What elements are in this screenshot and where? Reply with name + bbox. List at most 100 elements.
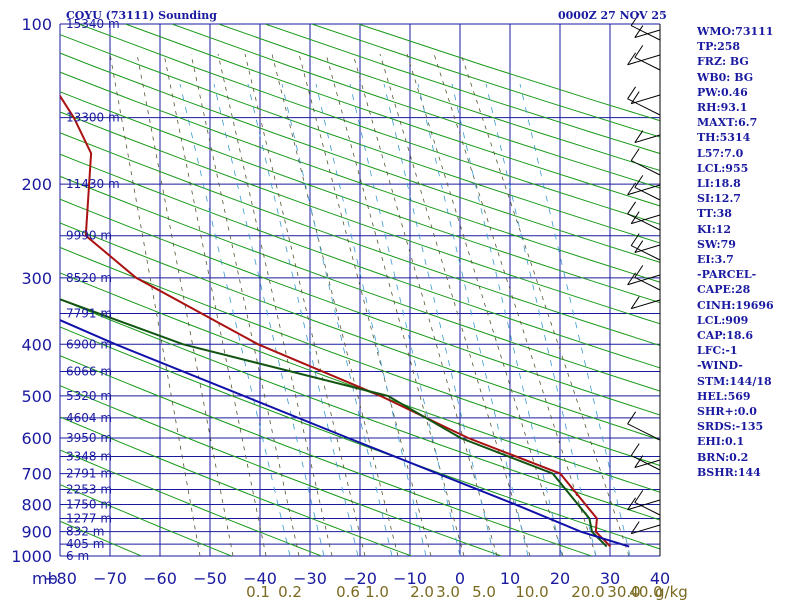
height-label: 6900 m [66, 337, 112, 351]
temperature-tick-label: −70 [93, 569, 127, 588]
index-item: PW:0.46 [697, 85, 748, 99]
temperature-tick-label: 30 [600, 569, 620, 588]
temperature-tick-label: −30 [293, 569, 327, 588]
index-item: TH:5314 [697, 131, 751, 145]
index-item: LCL:955 [697, 161, 749, 175]
mixing-ratio-line [417, 83, 529, 556]
mixing-ratio-label: 1.0 [365, 583, 389, 600]
wind-barb [634, 134, 661, 144]
index-item: BSHR:144 [697, 465, 761, 479]
wind-barb [627, 213, 661, 231]
temperature-tick-label: −80 [43, 569, 77, 588]
mixing-ratio-label: 0.1 [246, 583, 270, 600]
height-label: 7791 m [66, 306, 112, 320]
wind-barb-feather [630, 521, 640, 534]
wind-barb [634, 186, 661, 201]
temperature-tick-label: 10 [500, 569, 520, 588]
wind-barb-feather [634, 25, 644, 38]
temperature-tick-label: 20 [550, 569, 570, 588]
temperature-tick-label: −60 [143, 569, 177, 588]
wind-barb [634, 56, 661, 71]
wind-barb [630, 455, 661, 471]
index-item: SRDS:-135 [697, 420, 764, 434]
dry-adiabat-line [60, 246, 660, 467]
wind-barb [627, 274, 661, 286]
temperature-tick-label: −50 [193, 569, 227, 588]
x-axis-unit-label: mb [32, 569, 58, 588]
mixing-ratio-line [519, 83, 631, 556]
dry-adiabat-line [60, 326, 660, 550]
pressure-tick-label: 600 [21, 429, 52, 448]
index-item: EHI:0.1 [697, 435, 745, 449]
index-item: FRZ: BG [697, 55, 749, 69]
mixing-ratio-label: 0.6 [336, 583, 360, 600]
wind-barb [630, 245, 661, 261]
sounding-time: 0000Z 27 NOV 25 [558, 9, 667, 22]
wind-barb-feather [627, 86, 637, 100]
mixing-ratio-line [383, 83, 495, 556]
mixing-ratio-line [281, 83, 393, 556]
height-label: 2253 m [66, 483, 112, 497]
height-label: 4604 m [66, 411, 112, 425]
pressure-tick-label: 200 [21, 175, 52, 194]
dry-adiabat-line [60, 52, 660, 263]
wind-barb [627, 54, 661, 66]
temperature-tick-label: −40 [243, 569, 277, 588]
wind-barb [627, 184, 661, 196]
height-label: 6 m [66, 549, 89, 563]
moist-adiabat-line [217, 53, 333, 556]
pressure-tick-label: 1000 [11, 547, 52, 566]
index-item: CAP:18.6 [697, 329, 754, 343]
mixing-ratio-line [451, 83, 563, 556]
mixing-ratio-line [213, 83, 325, 556]
wind-barb-feather [634, 175, 644, 188]
sounding-indices: WMO:73111 TP:258 FRZ: BG WB0: BG PW:0.46 RH:9… [697, 24, 774, 480]
dry-adiabat-line [60, 91, 660, 304]
height-label: 13300 m [66, 111, 120, 125]
index-item: SI:12.7 [697, 192, 741, 206]
height-label: 3950 m [66, 431, 112, 445]
wind-barb [627, 423, 661, 441]
wind-barb [627, 98, 661, 116]
moist-adiabat-line [460, 53, 630, 556]
dewpoint-line [60, 298, 608, 548]
temperature-tick-label: 0 [455, 569, 465, 588]
mixing-ratio-label: 10.0 [515, 583, 548, 600]
wind-barb-feather [634, 265, 644, 278]
dry-adiabat-line [60, 222, 660, 441]
wind-barb [634, 244, 661, 254]
pressure-tick-label: 500 [21, 387, 52, 406]
index-item: LI:18.8 [697, 177, 741, 191]
mixing-ratio-label: 30.0 [607, 583, 640, 600]
wind-barb-feather [630, 13, 640, 26]
height-label: 405 m [66, 537, 104, 551]
dry-adiabat-line [60, 298, 660, 521]
wind-barb-feather [634, 455, 644, 468]
wind-barb [634, 276, 661, 291]
height-label: 1750 m [66, 497, 112, 511]
index-item: HEL:569 [697, 389, 751, 403]
dry-adiabat-line [60, 416, 412, 556]
dry-adiabat-line [78, 24, 660, 225]
mixing-ratio-line [349, 83, 461, 556]
wind-barb-feather [630, 233, 640, 246]
wind-barb [631, 299, 661, 310]
mixing-ratio-label: 20.0 [571, 583, 604, 600]
pressure-tick-label: 800 [21, 495, 52, 514]
pressure-tick-label: 400 [21, 335, 52, 354]
temperature-tick-label: −10 [393, 569, 427, 588]
index-item: CAPE:28 [697, 283, 751, 297]
moist-adiabat-line [352, 53, 498, 556]
wind-barb-feather [634, 130, 644, 143]
moist-adiabat-line [325, 53, 465, 556]
index-item: LCL:909 [697, 313, 749, 327]
height-label: 832 m [66, 525, 104, 539]
mixing-ratio-label: 0.2 [278, 583, 302, 600]
moist-adiabat-line [433, 53, 597, 556]
wind-barb [634, 501, 661, 516]
index-item: LFC:-1 [697, 344, 738, 358]
dry-adiabat-line [60, 385, 502, 556]
dry-adiabat-line [60, 132, 660, 347]
